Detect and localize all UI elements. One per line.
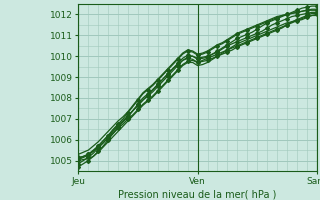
X-axis label: Pression niveau de la mer( hPa ): Pression niveau de la mer( hPa ) <box>118 190 277 200</box>
